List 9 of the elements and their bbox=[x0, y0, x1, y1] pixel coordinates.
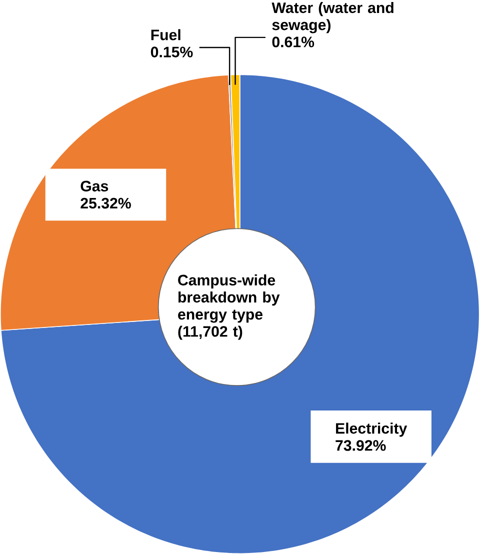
slice-label: Gas bbox=[80, 180, 108, 192]
data-label: 73.92% bbox=[336, 440, 386, 451]
data-label: 25.32% bbox=[80, 198, 132, 209]
text: Campus-wide breakdown by energy type (11,702 t) bbox=[178, 274, 280, 340]
slice-label: Fuel bbox=[151, 29, 180, 40]
slice-label: Electricity bbox=[336, 422, 408, 437]
slice-label: Water (water and sewage) bbox=[272, 2, 394, 34]
data-label: 0.15% bbox=[151, 46, 193, 58]
data-label: 0.61% bbox=[272, 36, 314, 48]
